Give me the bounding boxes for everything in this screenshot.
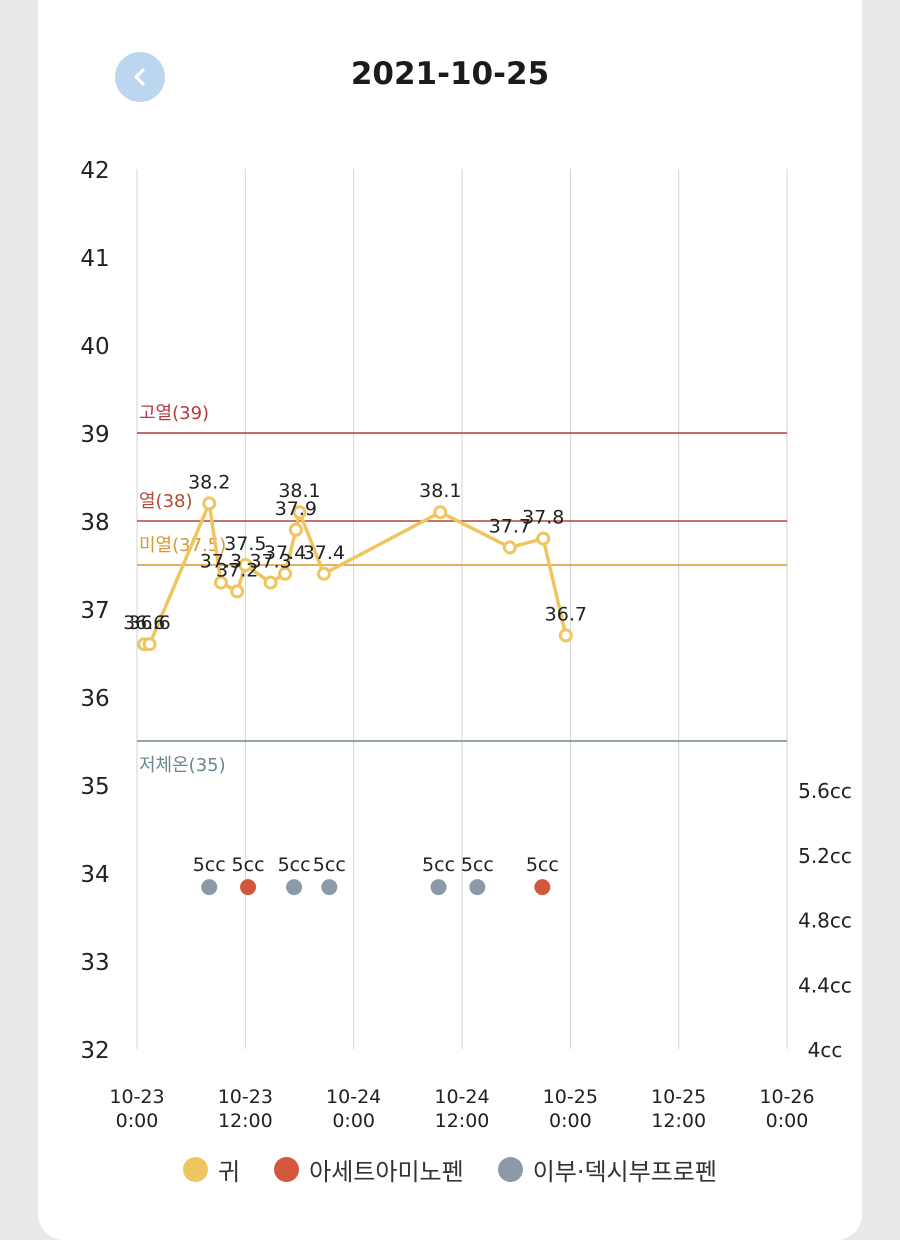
medication-dose-label: 5cc xyxy=(232,854,265,876)
y-tick-label: 38 xyxy=(80,510,109,536)
medication-dose-label: 5cc xyxy=(461,854,494,876)
x-tick-label-time: 0:00 xyxy=(116,1110,159,1132)
temperature-data-label: 37.8 xyxy=(522,507,564,529)
temperature-point xyxy=(230,584,245,599)
medication-dose-label: 5cc xyxy=(313,854,346,876)
temperature-point xyxy=(433,505,448,520)
temperature-data-label: 38.1 xyxy=(278,480,320,502)
medication-dose-label: 5cc xyxy=(278,854,311,876)
temperature-data-label: 36.6 xyxy=(128,612,170,634)
chart-legend: 귀 아세트아미노펜 이부·덱시부프로펜 xyxy=(0,1152,900,1187)
legend-label-ear: 귀 xyxy=(218,1158,241,1186)
x-tick-label-time: 0:00 xyxy=(332,1110,375,1132)
x-tick-label-date: 10-25 xyxy=(651,1086,706,1108)
temperature-point xyxy=(202,496,217,511)
temperature-data-label: 37.7 xyxy=(489,515,531,537)
x-tick-label-date: 10-25 xyxy=(543,1086,598,1108)
temperature-data-label: 37.3 xyxy=(249,551,291,573)
y-tick-label: 41 xyxy=(80,246,109,272)
y-right-tick-label: 4cc xyxy=(808,1038,843,1062)
y-tick-label: 39 xyxy=(80,422,109,448)
medication-dot xyxy=(430,879,447,896)
medication-dot xyxy=(286,879,303,896)
x-tick-label-date: 10-23 xyxy=(109,1086,164,1108)
page-title: 2021-10-25 xyxy=(350,56,550,92)
x-tick-label-time: 12:00 xyxy=(218,1110,273,1132)
temperature-point xyxy=(288,522,303,537)
temperature-data-label: 37.3 xyxy=(200,551,242,573)
temperature-point xyxy=(316,566,331,581)
legend-swatch-acetaminophen xyxy=(274,1157,300,1182)
x-tick-label-time: 12:00 xyxy=(435,1110,490,1132)
temperature-point xyxy=(536,531,551,546)
y-tick-label: 35 xyxy=(80,774,109,800)
threshold-label: 미열(37.5) xyxy=(139,535,226,556)
temperature-point xyxy=(278,566,293,581)
y-right-tick-label: 4.8cc xyxy=(798,909,852,933)
medication-dot xyxy=(534,879,551,896)
temperature-point xyxy=(263,575,278,590)
threshold-label: 저체온(35) xyxy=(139,755,226,776)
temperature-data-label: 36.6 xyxy=(123,612,165,634)
medication-dose-label: 5cc xyxy=(193,854,226,876)
medication-dot xyxy=(201,879,218,896)
x-tick-label-time: 0:00 xyxy=(549,1110,592,1132)
y-tick-label: 40 xyxy=(80,334,109,360)
threshold-label: 열(38) xyxy=(139,491,193,512)
temperature-point xyxy=(142,637,157,652)
y-tick-label: 32 xyxy=(80,1038,109,1064)
temperature-chart: 10-230:0010-2312:0010-240:0010-2412:0010… xyxy=(80,158,852,1132)
medication-dot xyxy=(321,879,338,896)
temperature-data-label: 36.7 xyxy=(545,603,587,625)
y-tick-label: 37 xyxy=(80,598,109,624)
temperature-data-label: 37.9 xyxy=(275,498,317,520)
x-tick-label-date: 10-23 xyxy=(218,1086,273,1108)
y-tick-label: 36 xyxy=(80,686,109,712)
y-tick-label: 42 xyxy=(80,158,109,184)
legend-swatch-ibuprofen xyxy=(497,1157,523,1182)
temperature-data-label: 38.2 xyxy=(188,471,230,493)
medication-dot xyxy=(469,879,486,896)
medication-dose-label: 5cc xyxy=(422,854,455,876)
temperature-point xyxy=(558,628,573,643)
x-tick-label-date: 10-24 xyxy=(434,1086,489,1108)
threshold-label: 고열(39) xyxy=(139,403,209,424)
x-tick-label-time: 12:00 xyxy=(651,1110,706,1132)
temperature-data-label: 37.4 xyxy=(303,542,345,564)
legend-label-ibuprofen: 이부·덱시부프로펜 xyxy=(532,1158,717,1186)
y-right-tick-label: 5.6cc xyxy=(798,779,852,803)
temperature-point xyxy=(238,558,253,572)
temperature-data-label: 37.4 xyxy=(264,542,306,564)
medication-dot xyxy=(240,879,257,896)
temperature-point xyxy=(292,505,307,520)
medication-dose-label: 5cc xyxy=(526,854,559,876)
legend-label-acetaminophen: 아세트아미노펜 xyxy=(309,1158,464,1186)
x-tick-label-date: 10-24 xyxy=(326,1086,381,1108)
x-tick-label-date: 10-26 xyxy=(759,1086,814,1108)
y-tick-label: 33 xyxy=(80,950,109,976)
temperature-data-label: 37.5 xyxy=(224,533,266,555)
back-button[interactable] xyxy=(115,52,165,102)
y-tick-label: 34 xyxy=(80,862,109,888)
chart-card xyxy=(38,0,862,1240)
legend-item-ear[interactable]: 귀 xyxy=(183,1152,240,1187)
x-tick-label-time: 0:00 xyxy=(766,1110,809,1132)
y-right-tick-label: 5.2cc xyxy=(798,844,852,868)
temperature-data-label: 38.1 xyxy=(419,480,461,502)
chevron-left-icon xyxy=(134,68,145,86)
y-right-tick-label: 4.4cc xyxy=(798,973,852,997)
legend-item-acetaminophen[interactable]: 아세트아미노펜 xyxy=(274,1152,464,1187)
temperature-point xyxy=(502,540,517,555)
legend-swatch-ear xyxy=(183,1157,209,1182)
temperature-point xyxy=(213,575,228,590)
temperature-data-label: 37.2 xyxy=(216,559,258,581)
legend-item-ibuprofen[interactable]: 이부·덱시부프로펜 xyxy=(497,1152,717,1187)
